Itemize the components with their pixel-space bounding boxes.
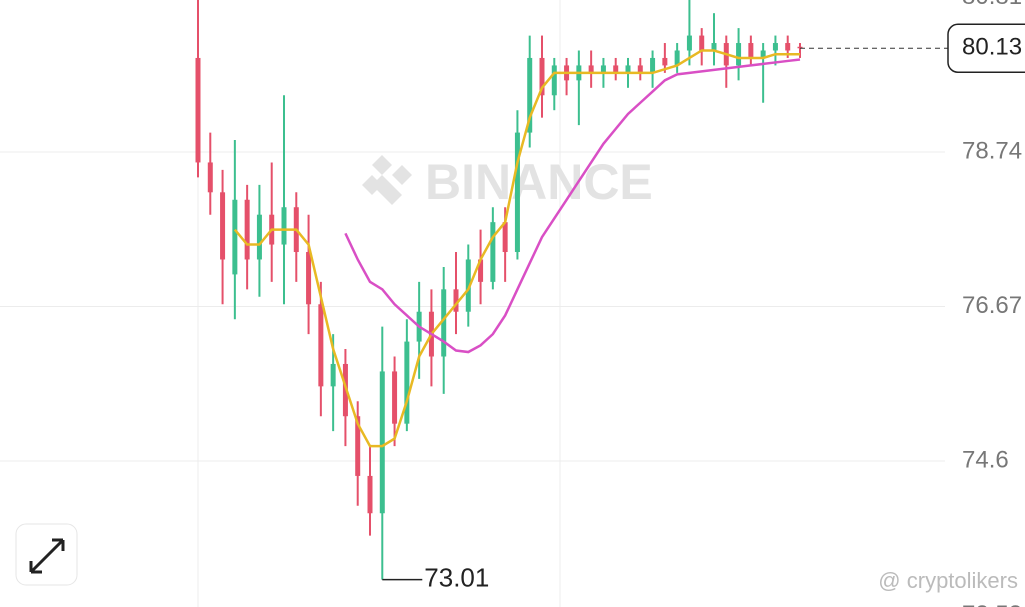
candle-body: [465, 259, 471, 312]
candle-body: [355, 416, 361, 476]
candle-body: [404, 341, 410, 424]
candle-body: [637, 65, 643, 73]
y-tick-label: 74.6: [962, 446, 1009, 473]
candle-body: [785, 43, 791, 51]
candle-body: [711, 43, 717, 51]
candle-body: [797, 46, 803, 49]
y-tick-label: 80.81: [962, 0, 1022, 10]
candle-body: [600, 65, 606, 73]
candle-body: [760, 50, 766, 58]
candle-body: [650, 57, 656, 73]
candle-body: [330, 363, 336, 387]
last-price-box: [947, 23, 1025, 74]
candle-body: [453, 289, 459, 312]
credit: @ cryptolikers: [878, 568, 1018, 593]
candle-body: [441, 289, 447, 357]
candle-body: [195, 57, 201, 163]
candle-body: [318, 304, 324, 387]
candle-body: [736, 43, 742, 66]
candle-body: [748, 43, 754, 58]
moving-average: [344, 58, 801, 354]
watermark: BINANCE: [425, 154, 653, 210]
candle-body: [674, 50, 680, 66]
candle-body: [306, 252, 312, 305]
candle-body: [367, 475, 373, 514]
candle-body: [244, 199, 250, 260]
candle-body: [613, 65, 619, 73]
candle-body: [232, 199, 238, 275]
candle-body: [379, 371, 385, 514]
candle-body: [256, 214, 262, 260]
candle-body: [502, 222, 508, 253]
candle-body: [625, 65, 631, 73]
watermark-logo: [362, 155, 412, 205]
candle-body: [490, 222, 496, 282]
last-price-label: 80.13: [962, 34, 1022, 61]
candle-body: [551, 65, 557, 96]
candle-body: [514, 132, 520, 253]
candle-body: [220, 192, 226, 260]
candle-body: [539, 57, 545, 96]
candle-body: [392, 371, 398, 424]
candle-body: [207, 162, 213, 193]
candle-body: [281, 207, 287, 245]
expand-icon[interactable]: [29, 538, 65, 574]
candle-body: [662, 57, 668, 66]
candle-body: [772, 43, 778, 51]
y-tick-label: 76.67: [962, 292, 1022, 319]
moving-average: [233, 49, 800, 448]
y-tick-label: 72.53: [962, 601, 1022, 607]
expand-button[interactable]: [15, 523, 78, 586]
candle-body: [527, 57, 533, 133]
candle-body: [699, 35, 705, 51]
candle-body: [588, 65, 594, 73]
candle-body: [478, 259, 484, 282]
candle-body: [686, 35, 692, 51]
min-label: 73.01: [424, 563, 489, 593]
y-tick-label: 78.74: [962, 137, 1022, 164]
